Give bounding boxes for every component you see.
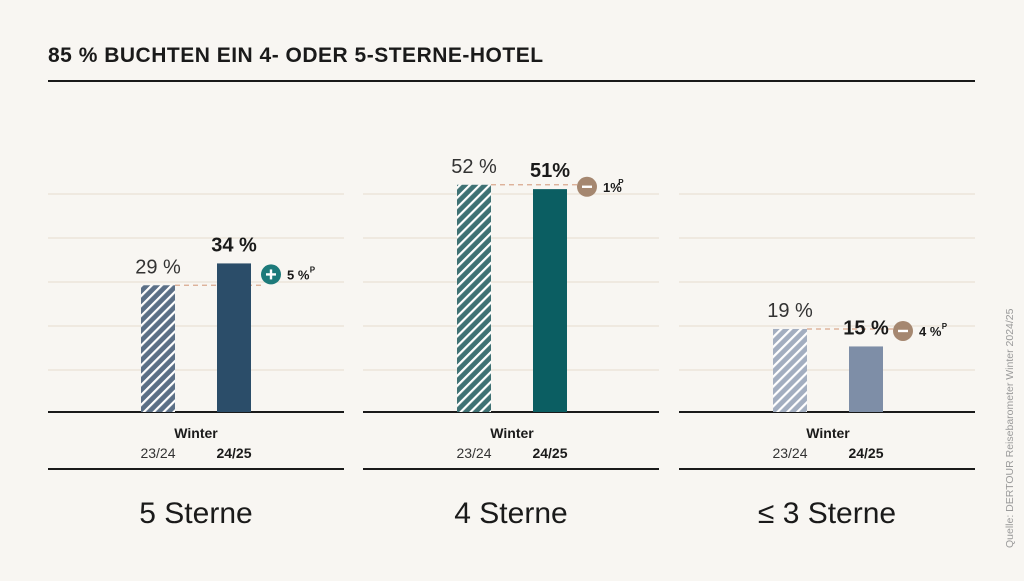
bar-23-24 xyxy=(141,285,175,412)
value-label-24-25: 51% xyxy=(530,160,570,182)
value-label-23-24: 52 % xyxy=(451,156,497,178)
tick-label-23-24: 23/24 xyxy=(772,445,807,461)
axis-label-season: Winter xyxy=(806,425,850,441)
value-label-23-24: 29 % xyxy=(135,256,181,278)
group-name: 5 Sterne xyxy=(139,497,252,530)
chart-group-2: 52 % 51% 1%P Winter 23/24 24/25 4 Sterne xyxy=(363,156,659,530)
plus-icon xyxy=(261,264,281,285)
bar-24-25 xyxy=(849,346,883,412)
tick-label-24-25: 24/25 xyxy=(216,445,251,461)
bar-23-24 xyxy=(773,328,807,412)
change-label: 5 % xyxy=(287,267,310,282)
change-label-superscript: P xyxy=(942,322,948,331)
group-name: 4 Sterne xyxy=(454,497,567,530)
change-label: 4 % xyxy=(919,324,942,339)
bar-24-25 xyxy=(217,263,251,412)
tick-label-23-24: 23/24 xyxy=(456,445,491,461)
axis-label-season: Winter xyxy=(174,425,218,441)
bar-23-24 xyxy=(457,184,491,412)
tick-label-23-24: 23/24 xyxy=(140,445,175,461)
value-label-24-25: 34 % xyxy=(211,234,257,256)
title-divider xyxy=(48,80,975,82)
group-name: ≤ 3 Sterne xyxy=(758,497,896,530)
source-note: Quelle: DERTOUR Reisebarometer Winter 20… xyxy=(1004,308,1016,548)
change-label-superscript: P xyxy=(310,265,316,274)
change-label: 1% xyxy=(603,180,622,195)
chart-title: 85 % BUCHTEN EIN 4- ODER 5-STERNE-HOTEL xyxy=(48,44,544,67)
chart-group-1: 29 % 34 % 5 % P Winter 23/24 24/25 5 Sterne xyxy=(48,193,344,530)
value-label-24-25: 15 % xyxy=(843,317,889,339)
minus-icon xyxy=(577,176,597,197)
axis-label-season: Winter xyxy=(490,425,534,441)
value-label-23-24: 19 % xyxy=(767,300,813,322)
change-label-superscript: P xyxy=(618,178,624,187)
tick-label-24-25: 24/25 xyxy=(532,445,567,461)
bar-24-25 xyxy=(533,189,567,412)
chart-group-3: 19 % 15 % 4 % P Winter 23/24 24/25 ≤ 3 Sterne xyxy=(679,193,975,530)
minus-icon xyxy=(893,320,913,341)
tick-label-24-25: 24/25 xyxy=(848,445,883,461)
